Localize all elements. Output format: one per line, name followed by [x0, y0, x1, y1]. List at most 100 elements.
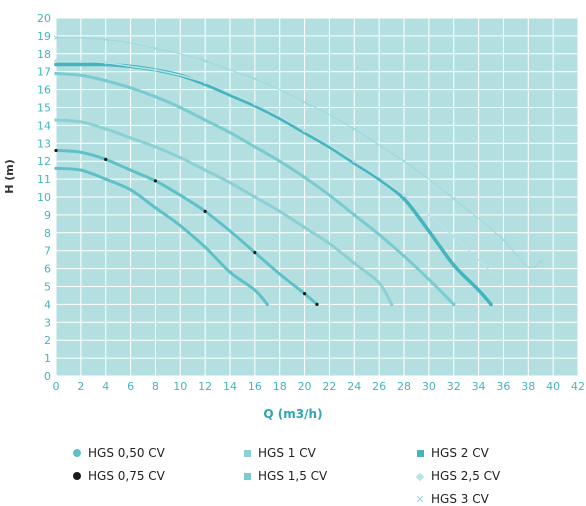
- x-tick-label: 6: [127, 380, 134, 393]
- x-axis-label: Q (m3/h): [263, 407, 323, 421]
- data-point: [203, 245, 207, 249]
- x-tick-label: 4: [102, 380, 109, 393]
- data-point: [54, 148, 58, 153]
- x-tick-label: 36: [496, 380, 510, 393]
- data-point: [302, 175, 307, 179]
- data-point: [451, 196, 456, 201]
- x-tick-label: 28: [397, 380, 411, 393]
- data-point: [153, 206, 158, 210]
- legend-item-1[interactable]: HGS 0,75 CV: [70, 469, 165, 483]
- x-tick-label: 16: [248, 380, 262, 393]
- y-tick-label: 19: [37, 30, 51, 43]
- data-point: [302, 292, 307, 296]
- series-line: [54, 166, 269, 306]
- data-point: [53, 35, 59, 40]
- data-point: [54, 71, 58, 76]
- legend-item-6[interactable]: ✕ HGS 3 CV: [413, 492, 489, 506]
- legend-marker-square-icon: [240, 446, 254, 460]
- legend-marker-circle-icon: [70, 469, 84, 483]
- legend-item-3[interactable]: HGS 1,5 CV: [240, 469, 327, 483]
- data-point: [153, 95, 158, 99]
- x-tick-label: 0: [53, 380, 60, 393]
- legend-marker-diamond-icon: [413, 469, 427, 483]
- y-tick-label: 4: [44, 298, 51, 311]
- series-line: [55, 60, 492, 273]
- data-point: [153, 46, 158, 51]
- data-point: [402, 254, 406, 258]
- x-tick-label: 14: [223, 380, 237, 393]
- data-point: [488, 270, 494, 275]
- data-point: [103, 37, 108, 42]
- data-point: [203, 168, 207, 172]
- data-point: [252, 101, 257, 107]
- data-point: [203, 209, 207, 213]
- y-tick-label: 13: [37, 137, 51, 150]
- x-tick-label: 20: [298, 380, 312, 393]
- legend-label: HGS 3 CV: [431, 492, 489, 506]
- x-tick-label: 2: [77, 380, 84, 393]
- y-tick-label: 6: [44, 263, 51, 276]
- data-point: [252, 76, 258, 82]
- legend-label: HGS 2 CV: [431, 446, 489, 460]
- data-point: [352, 213, 356, 217]
- x-tick-label: 8: [152, 380, 159, 393]
- data-point: [203, 80, 208, 85]
- data-point: [153, 67, 158, 73]
- data-point: [202, 58, 208, 64]
- data-point: [352, 261, 356, 265]
- data-point: [253, 195, 257, 199]
- data-point: [451, 234, 456, 239]
- data-point: [104, 127, 108, 131]
- data-point: [54, 62, 58, 67]
- data-point: [452, 302, 456, 306]
- legend-label: HGS 2,5 CV: [431, 469, 501, 483]
- y-tick-label: 11: [37, 173, 51, 186]
- data-point: [253, 145, 257, 149]
- data-point: [452, 263, 456, 267]
- y-axis-label: H (m): [2, 159, 16, 194]
- x-tick-label: 24: [347, 380, 361, 393]
- x-tick-label: 26: [372, 380, 386, 393]
- y-tick-label: 15: [37, 102, 51, 115]
- x-tick-label: 42: [571, 380, 585, 393]
- data-point: [54, 118, 58, 122]
- data-point: [103, 60, 108, 65]
- series-line: [54, 118, 394, 306]
- legend-item-5[interactable]: HGS 2,5 CV: [413, 469, 500, 483]
- data-point: [302, 225, 307, 230]
- x-tick-label: 34: [472, 380, 486, 393]
- data-point: [253, 250, 257, 255]
- legend-item-4[interactable]: HGS 2 CV: [413, 446, 489, 460]
- data-point: [104, 79, 108, 83]
- data-point: [265, 302, 269, 306]
- x-tick-label: 32: [447, 380, 461, 393]
- data-point: [352, 159, 357, 164]
- legend-marker-circle-icon: [70, 446, 84, 460]
- x-tick-label: 12: [198, 380, 212, 393]
- x-tick-label: 38: [521, 380, 535, 393]
- x-tick-label: 30: [422, 380, 436, 393]
- data-point: [53, 58, 59, 64]
- data-point: [389, 302, 394, 306]
- series-line: [54, 148, 319, 306]
- y-tick-label: 2: [44, 334, 51, 347]
- y-tick-label: 1: [44, 352, 51, 365]
- data-point: [402, 197, 406, 201]
- data-point: [153, 179, 158, 183]
- y-tick-label: 10: [37, 191, 51, 204]
- data-point: [401, 193, 407, 198]
- y-tick-label: 3: [44, 316, 51, 329]
- y-tick-label: 14: [37, 119, 51, 132]
- legend-label: HGS 1,5 CV: [258, 469, 328, 483]
- legend-item-2[interactable]: HGS 1 CV: [240, 446, 316, 460]
- data-point: [538, 259, 543, 264]
- x-tick-label: 18: [273, 380, 287, 393]
- y-tick-label: 16: [37, 84, 51, 97]
- y-tick-label: 20: [37, 12, 51, 25]
- x-tick-label: 10: [173, 380, 187, 393]
- legend-item-0[interactable]: HGS 0,50 CV: [70, 446, 165, 460]
- data-point: [54, 166, 58, 170]
- data-point: [153, 145, 158, 149]
